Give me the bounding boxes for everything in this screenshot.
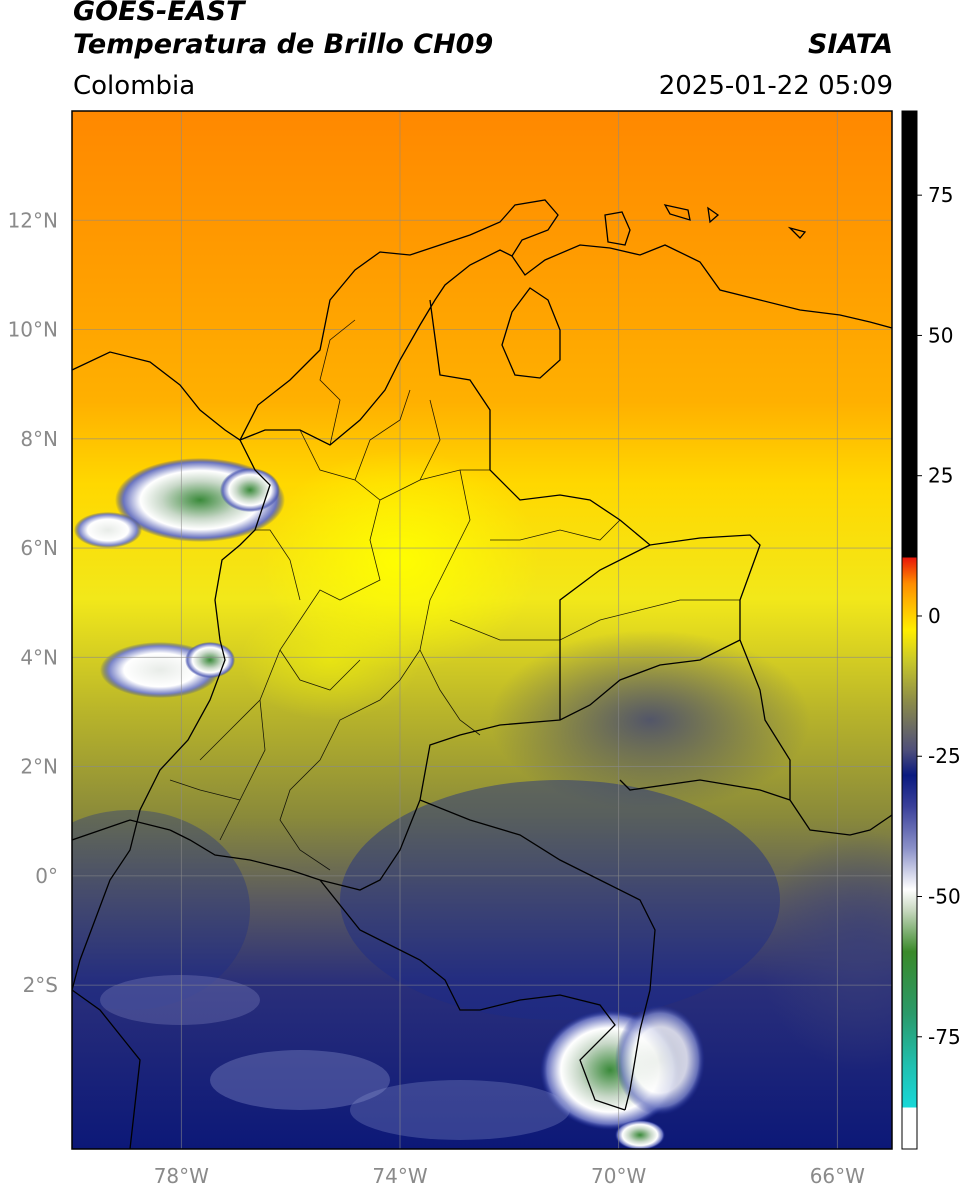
department-boundaries [169, 319, 740, 871]
org-label: SIATA [807, 29, 893, 60]
datetime-label: 2025-01-22 05:09 [658, 71, 893, 101]
product-title: Temperatura de Brillo CH09 [73, 29, 494, 60]
lon-tick-label: 78°W [154, 1164, 209, 1188]
venezuela-brazil-border [559, 544, 791, 801]
region-label: Colombia [73, 71, 196, 101]
grid-lines [72, 111, 892, 1149]
colorbar-tick-label: -75 [928, 1025, 961, 1049]
caribbean-coastline [72, 199, 892, 441]
maracaibo-lake [501, 287, 561, 379]
colorbar-tick-label: -50 [928, 885, 961, 909]
satellite-title: GOES-EAST [73, 0, 245, 27]
lon-tick-label: 70°W [591, 1164, 646, 1188]
imagery-layer [72, 111, 892, 1149]
lat-tick-label: 6°N [20, 536, 58, 560]
colorbar [901, 110, 918, 1150]
colorbar-tick-label: 50 [928, 323, 953, 347]
colorbar-tick-label: 25 [928, 464, 953, 488]
colorbar-tick-label: 0 [928, 604, 941, 628]
country-border-peru-ecuador [72, 819, 626, 1149]
lon-tick-label: 74°W [372, 1164, 427, 1188]
latitude-tick-labels: 12°N 10°N 8°N 6°N 4°N 2°N 0° 2°S [8, 208, 58, 997]
lat-tick-label: 2°N [20, 755, 58, 779]
colorbar-tick-label: 75 [928, 183, 953, 207]
colorbar-tick-label: -25 [928, 744, 961, 768]
lat-tick-label: 8°N [20, 427, 58, 451]
guajira-islands [604, 204, 807, 246]
lat-tick-label: 4°N [20, 645, 58, 669]
country-border-colombia [169, 249, 892, 1111]
boundaries [72, 199, 892, 1149]
lat-tick-label: 10°N [8, 318, 58, 342]
colorbar-tick-labels: 75 50 25 0 -25 -50 -75 [917, 183, 961, 1049]
lon-tick-label: 66°W [810, 1164, 865, 1188]
pacific-coastline [72, 439, 271, 991]
lat-tick-label: 12°N [8, 208, 58, 232]
longitude-tick-labels: 78°W 74°W 70°W 66°W [154, 1164, 865, 1188]
map-frame [71, 110, 893, 1150]
lat-tick-label: 0° [35, 864, 58, 888]
lat-tick-label: 2°S [23, 973, 58, 997]
